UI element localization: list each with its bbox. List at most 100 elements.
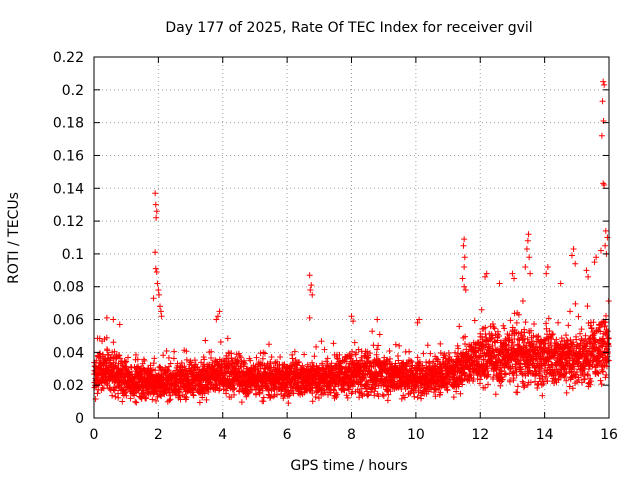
data-point bbox=[588, 325, 595, 332]
data-point bbox=[178, 359, 185, 366]
chart-title: Day 177 of 2025, Rate Of TEC Index for r… bbox=[165, 20, 532, 36]
data-point bbox=[596, 324, 603, 331]
data-point bbox=[368, 370, 375, 377]
data-point bbox=[403, 366, 410, 373]
data-point bbox=[461, 254, 468, 261]
data-point bbox=[594, 369, 601, 376]
x-tick-label: 8 bbox=[347, 427, 356, 443]
data-point bbox=[482, 324, 489, 331]
data-point bbox=[309, 398, 316, 405]
data-point bbox=[598, 132, 605, 139]
data-point bbox=[414, 354, 421, 361]
data-point bbox=[312, 393, 319, 400]
data-point bbox=[602, 312, 609, 319]
data-point bbox=[154, 280, 161, 287]
data-point bbox=[462, 287, 469, 294]
data-point bbox=[149, 396, 156, 403]
data-point bbox=[466, 371, 473, 378]
data-point bbox=[437, 340, 444, 347]
data-point bbox=[513, 372, 520, 379]
data-point bbox=[225, 355, 232, 362]
data-point bbox=[346, 365, 353, 372]
data-point bbox=[160, 352, 167, 359]
data-point bbox=[445, 349, 452, 356]
data-point bbox=[176, 392, 183, 399]
data-point bbox=[247, 357, 254, 364]
data-point bbox=[307, 287, 314, 294]
data-point bbox=[546, 328, 553, 335]
data-point bbox=[520, 380, 527, 387]
data-point bbox=[334, 355, 341, 362]
data-point bbox=[344, 394, 351, 401]
data-point bbox=[407, 357, 414, 364]
data-point bbox=[152, 190, 159, 197]
data-point bbox=[444, 387, 451, 394]
data-point bbox=[545, 315, 552, 322]
data-point bbox=[216, 308, 223, 315]
data-point bbox=[601, 81, 608, 88]
y-tick-label: 0.22 bbox=[53, 50, 84, 66]
data-point bbox=[516, 360, 523, 367]
data-point bbox=[601, 339, 608, 346]
data-point bbox=[527, 270, 534, 277]
data-point bbox=[265, 386, 272, 393]
data-point bbox=[575, 313, 582, 320]
data-point bbox=[600, 78, 607, 85]
data-point bbox=[153, 268, 160, 275]
data-point bbox=[353, 349, 360, 356]
data-point bbox=[479, 346, 486, 353]
data-point bbox=[510, 342, 517, 349]
data-point bbox=[511, 275, 518, 282]
data-point bbox=[544, 331, 551, 338]
data-point bbox=[457, 390, 464, 397]
data-point bbox=[443, 374, 450, 381]
data-point bbox=[396, 342, 403, 349]
data-point bbox=[490, 324, 497, 331]
data-point bbox=[497, 367, 504, 374]
data-point bbox=[500, 322, 507, 329]
data-point bbox=[581, 343, 588, 350]
data-point bbox=[291, 348, 298, 355]
data-point bbox=[324, 355, 331, 362]
data-point bbox=[411, 393, 418, 400]
data-point bbox=[192, 361, 199, 368]
data-point bbox=[509, 270, 516, 277]
data-point bbox=[375, 393, 382, 400]
data-point bbox=[530, 356, 537, 363]
data-point bbox=[208, 348, 215, 355]
data-point bbox=[103, 380, 110, 387]
data-point bbox=[484, 373, 491, 380]
data-point bbox=[583, 343, 590, 350]
data-point bbox=[309, 291, 316, 298]
data-point bbox=[166, 397, 173, 404]
data-point bbox=[127, 395, 134, 402]
data-point bbox=[480, 356, 487, 363]
data-point bbox=[111, 387, 118, 394]
data-point bbox=[285, 400, 292, 407]
data-point bbox=[158, 313, 165, 320]
data-point bbox=[350, 318, 357, 325]
data-point bbox=[455, 345, 462, 352]
y-tick-label: 0.06 bbox=[53, 313, 84, 329]
x-tick-label: 16 bbox=[600, 427, 618, 443]
data-point bbox=[585, 273, 592, 280]
y-tick-label: 0.18 bbox=[53, 116, 84, 132]
data-point bbox=[525, 231, 532, 238]
data-point bbox=[573, 369, 580, 376]
data-point bbox=[116, 352, 123, 359]
data-point bbox=[515, 330, 522, 337]
data-point bbox=[424, 342, 431, 349]
data-point bbox=[501, 325, 508, 332]
data-point bbox=[259, 355, 266, 362]
data-point bbox=[132, 351, 139, 358]
data-point bbox=[187, 359, 194, 366]
data-point bbox=[418, 395, 425, 402]
data-point bbox=[167, 396, 174, 403]
data-point bbox=[341, 387, 348, 394]
data-point bbox=[598, 381, 605, 388]
data-point bbox=[562, 370, 569, 377]
y-tick-label: 0.12 bbox=[53, 214, 84, 230]
y-axis-label: ROTI / TECUs bbox=[6, 192, 22, 284]
data-point bbox=[477, 376, 484, 383]
plot-area-frame bbox=[93, 56, 610, 419]
